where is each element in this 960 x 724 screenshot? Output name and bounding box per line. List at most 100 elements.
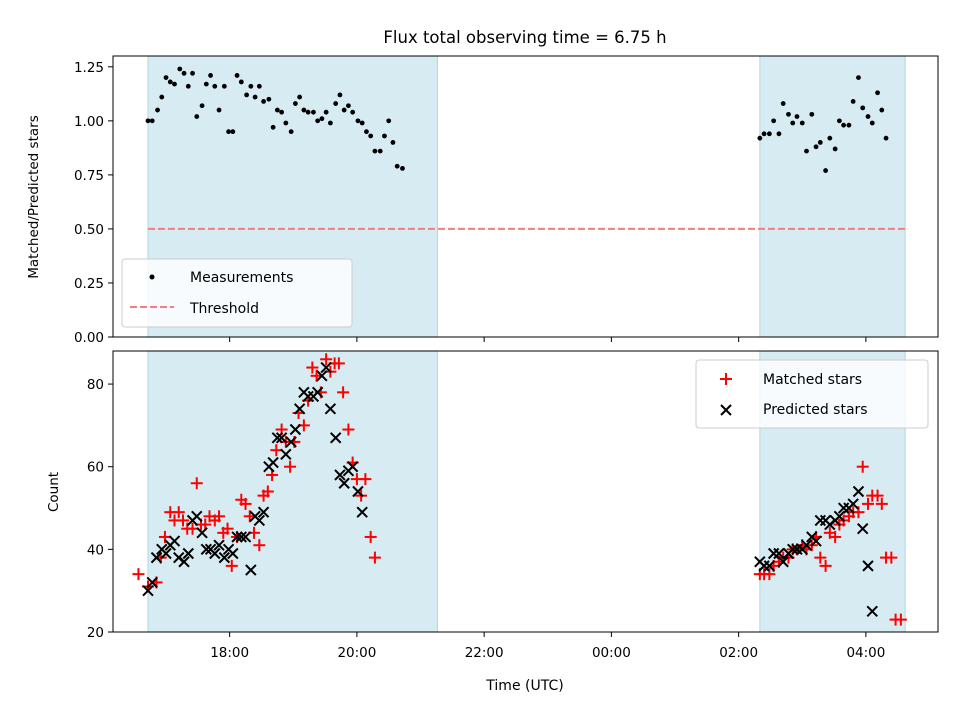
measurement-point (279, 109, 285, 115)
top-y-ticks: 0.00 0.25 0.50 0.75 1.00 1.25 (74, 60, 113, 346)
matched-point (862, 497, 875, 510)
shaded-span (147, 350, 438, 633)
matched-point (342, 423, 355, 436)
top-legend-box (121, 258, 353, 328)
top-y-tick-label: 1.25 (74, 60, 104, 76)
measurement-point (216, 107, 222, 113)
matched-point (239, 497, 252, 510)
measurement-point (865, 114, 871, 119)
measurement-point (771, 118, 777, 124)
measurement-point (172, 81, 177, 87)
predicted-point (311, 386, 324, 399)
measurement-point (163, 75, 169, 81)
measurement-point (799, 120, 805, 126)
measurement-point (252, 94, 258, 100)
bottom-y-tick-label: 60 (87, 460, 104, 476)
predicted-point (356, 506, 368, 518)
top-legend: Measurements Threshold (121, 258, 353, 328)
measurement-point (786, 111, 791, 117)
measurement-point (377, 148, 383, 154)
matched-point (132, 568, 145, 581)
measurement-point (155, 107, 160, 113)
predicted-point (271, 432, 284, 444)
matched-point (253, 539, 266, 552)
predicted-point (191, 510, 203, 523)
measurement-point (757, 135, 763, 141)
measurement-point (813, 144, 819, 150)
measurement-point (860, 105, 866, 111)
measurement-point (766, 131, 772, 137)
predicted-point (763, 560, 776, 572)
predicted-point (833, 510, 846, 523)
predicted-point (777, 556, 789, 568)
measurement-point (208, 73, 213, 78)
measurement-point (181, 70, 187, 76)
measurement-point (177, 66, 183, 72)
measurement-point (817, 140, 823, 145)
bottom-y-axis-label: Count (46, 472, 62, 512)
top-y-tick-label: 0.75 (74, 168, 104, 184)
predicted-point (275, 432, 288, 444)
predicted-point (289, 423, 302, 436)
matched-point (856, 460, 869, 473)
measurement-point (832, 146, 838, 152)
predicted-point (346, 460, 359, 473)
measurement-point (341, 107, 347, 113)
matched-point (364, 530, 377, 543)
matched-point (337, 386, 350, 399)
bottom-x-tick-label: 00:00 (592, 645, 631, 661)
predicted-point (168, 535, 181, 547)
matched-point (875, 497, 888, 510)
predicted-point (142, 584, 154, 597)
predicted-point (196, 527, 208, 539)
measurement-point (270, 124, 276, 130)
top-y-tick-label: 1.00 (74, 114, 104, 130)
predicted-point (862, 560, 874, 572)
predicted-point (239, 531, 252, 543)
matched-point (213, 510, 226, 523)
bottom-y-tick-label: 40 (87, 542, 104, 558)
top-axes-frame (112, 55, 939, 338)
predicted-point (352, 485, 364, 498)
matched-point (819, 559, 832, 572)
predicted-point (787, 543, 799, 556)
matched-point (172, 506, 185, 519)
measurement-point (869, 120, 875, 126)
matched-point (176, 514, 189, 527)
matched-point (829, 530, 842, 543)
measurement-point (856, 75, 861, 81)
predicted-point (235, 531, 248, 543)
predicted-point (160, 547, 172, 560)
measurement-point (390, 140, 396, 145)
legend-measurements-marker (149, 274, 155, 280)
measurement-point (809, 111, 815, 117)
measurement-point (400, 166, 405, 171)
predicted-point (852, 485, 865, 498)
predicted-point (320, 361, 332, 374)
measurement-point (319, 116, 325, 122)
top-panel: 0.00 0.25 0.50 0.75 1.00 1.25 Matched/Predict… (26, 55, 939, 346)
measurement-point (327, 120, 333, 126)
predicted-point (178, 556, 190, 568)
measurement-point (185, 83, 191, 89)
predicted-point (280, 448, 292, 461)
predicted-point (200, 543, 213, 556)
predicted-point (209, 547, 221, 560)
bottom-x-tick-label: 22:00 (465, 645, 504, 661)
measurement-point (238, 79, 244, 85)
bottom-y-tick-label: 80 (87, 377, 104, 393)
predicted-point (245, 564, 257, 576)
measurement-point (199, 103, 205, 109)
bottom-legend-box (695, 359, 929, 429)
measurement-point (234, 73, 240, 78)
measurement-point (311, 109, 316, 115)
bottom-y-ticks: 20 40 60 80 (87, 377, 113, 641)
measurement-point (337, 92, 343, 98)
bottom-legend: Matched stars Predicted stars (695, 359, 929, 429)
legend-measurements-label: Measurements (190, 270, 293, 286)
measurement-point (823, 168, 828, 173)
matched-point (284, 460, 297, 473)
matched-point (221, 522, 234, 535)
legend-threshold-label: Threshold (189, 301, 259, 317)
bottom-axes-frame (112, 350, 939, 633)
